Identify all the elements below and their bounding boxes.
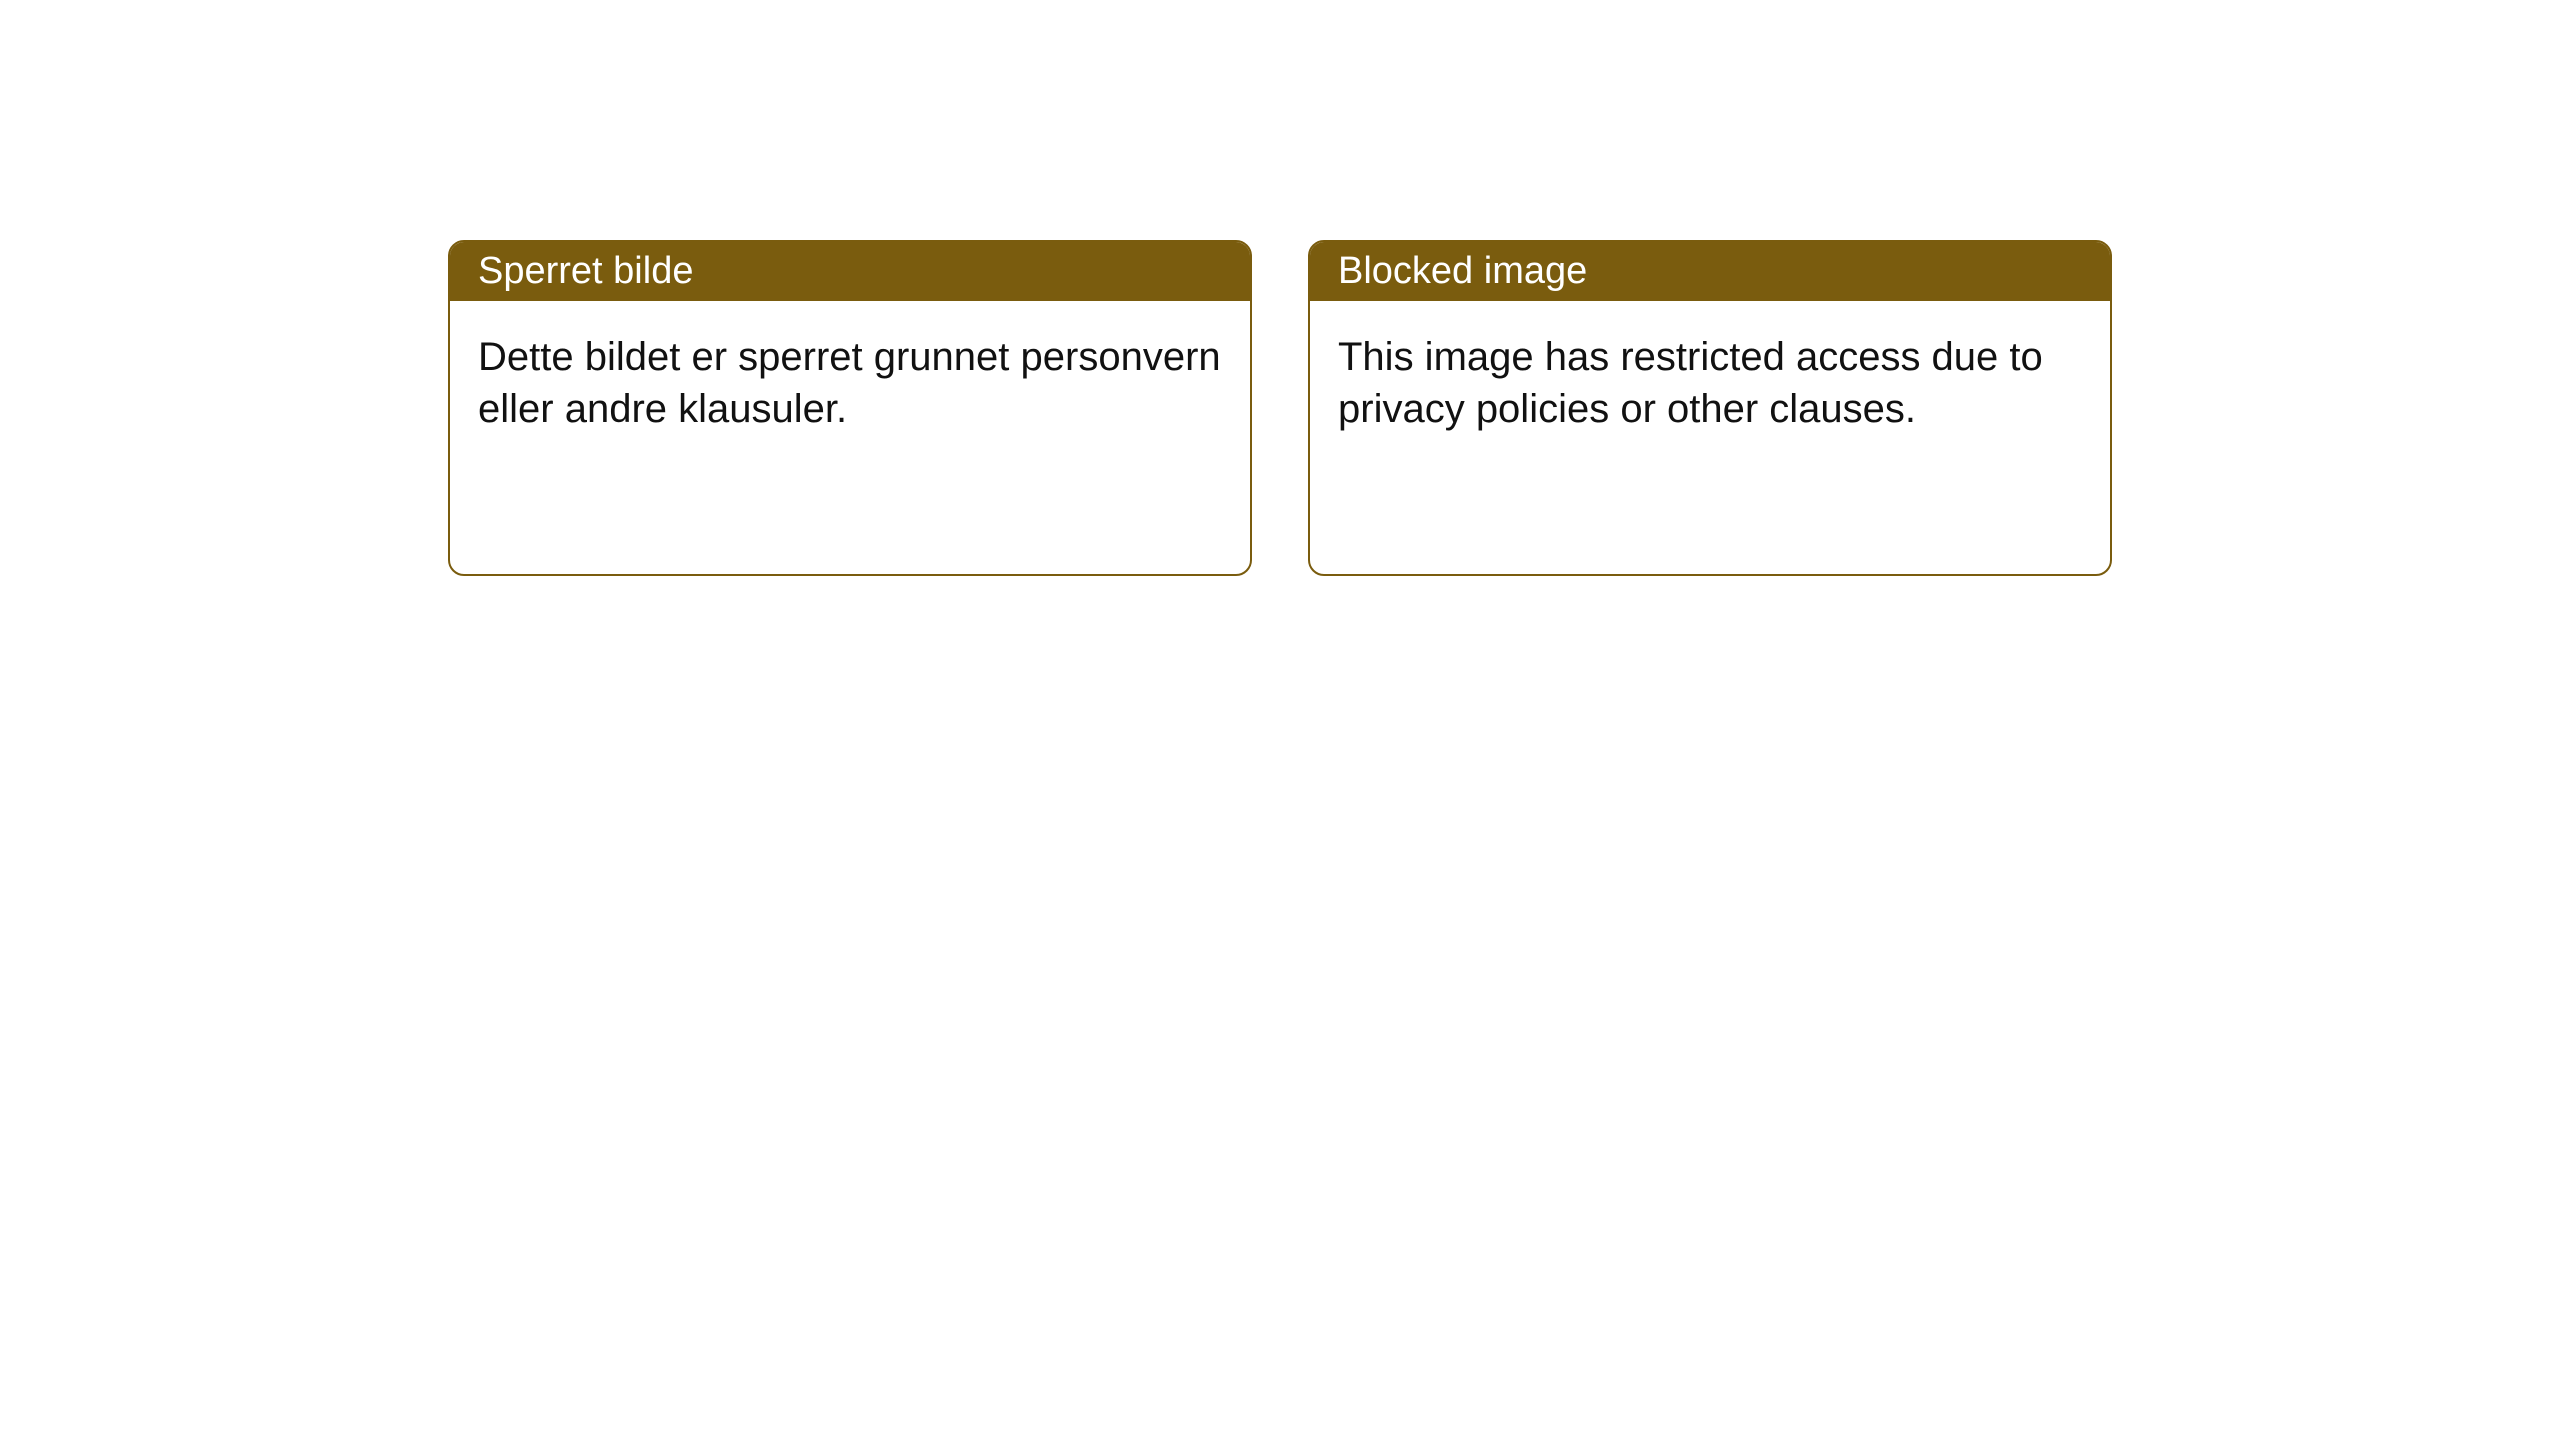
notice-card-no: Sperret bilde Dette bildet er sperret gr… (448, 240, 1252, 576)
notice-header-no: Sperret bilde (450, 242, 1250, 301)
notice-body-en: This image has restricted access due to … (1310, 301, 2110, 465)
notice-header-en: Blocked image (1310, 242, 2110, 301)
notice-body-no: Dette bildet er sperret grunnet personve… (450, 301, 1250, 465)
notice-container: Sperret bilde Dette bildet er sperret gr… (448, 240, 2112, 576)
notice-card-en: Blocked image This image has restricted … (1308, 240, 2112, 576)
